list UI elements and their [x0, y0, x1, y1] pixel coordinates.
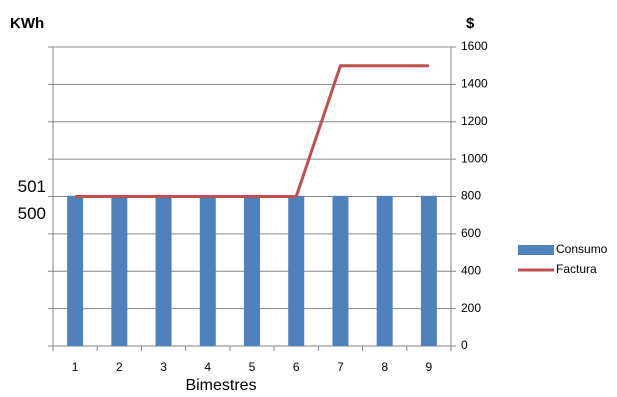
bar: [155, 195, 172, 346]
y-tick-label: 501: [18, 177, 46, 196]
y-tick-label: 500: [18, 204, 46, 223]
x-tick-label: 4: [204, 360, 211, 374]
line: [75, 64, 429, 198]
bar: [420, 195, 437, 346]
x-tick-label: 5: [249, 360, 256, 374]
legend-swatch: [518, 245, 554, 255]
bar: [199, 195, 216, 346]
x-tick-label: 1: [72, 360, 79, 374]
y2-tick-label: 800: [461, 189, 481, 203]
bar: [376, 195, 393, 346]
y2-tick-label: 1400: [461, 77, 488, 91]
x-axis-title: Bimestres: [185, 377, 256, 394]
y2-tick-label: 600: [461, 226, 481, 240]
x-tick-label: 3: [160, 360, 167, 374]
bar: [288, 195, 305, 346]
y2-axis-title: $: [466, 15, 475, 32]
y2-tick-label: 1600: [461, 39, 488, 53]
bar: [67, 195, 84, 346]
y2-tick-label: 400: [461, 263, 481, 277]
x-tick-label: 7: [337, 360, 344, 374]
legend-label: Consumo: [556, 242, 608, 256]
y2-tick-label: 1200: [461, 114, 488, 128]
x-tick-label: 8: [381, 360, 388, 374]
bar: [111, 195, 128, 346]
y2-tick-label: 1000: [461, 151, 488, 165]
y-axis-title: KWh: [10, 15, 44, 32]
x-tick-label: 2: [116, 360, 123, 374]
x-tick-label: 6: [293, 360, 300, 374]
bar: [332, 195, 349, 346]
y2-tick-label: 0: [461, 338, 468, 352]
x-tick-label: 9: [426, 360, 433, 374]
legend-label: Factura: [556, 262, 597, 276]
bar: [244, 195, 260, 346]
y2-tick-label: 200: [461, 301, 481, 315]
